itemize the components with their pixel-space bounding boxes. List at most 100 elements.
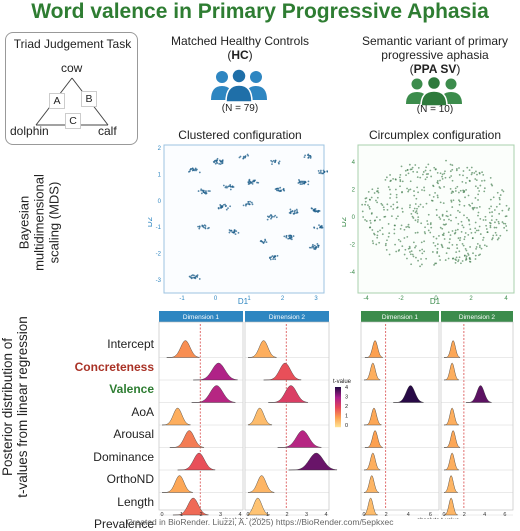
hc-mds-point [248,179,251,182]
ppa-mds-point [477,187,479,189]
ppa-mds-point [451,257,454,260]
ppa-mds-point [441,227,444,230]
ppa-mds-point [450,219,452,222]
ppa-mds-point [499,194,502,196]
ppa-mds-point [388,232,391,235]
ppa-mds-point [458,256,461,259]
ppa-mds-point [421,189,423,191]
ppa-mds-point [505,229,508,232]
ppa-mds-point [448,241,451,244]
tvalue-legend-swatch [335,392,341,394]
hc-mds-point [273,215,275,218]
hc-mds-point [228,185,230,187]
ppa-ridge-xlabel: absolute t-value [417,518,460,519]
ppa-mds-point [425,202,428,205]
ppa-mds-point [452,199,455,202]
ppa-mds-point [362,216,365,218]
ppa-mds-point [474,178,477,180]
hc-mds-point [219,163,222,166]
ppa-mds-xtick: -4 [363,296,369,302]
ppa-mds-point [438,216,441,219]
ppa-mds-point [407,190,410,193]
ppa-mds-point [470,173,473,176]
hc-group-abbr: HC [231,48,249,62]
ppa-mds-point [424,178,427,181]
ppa-mds-ticks: -4 -2 0 2 4 4 2 0 -2 -4 [350,160,509,302]
ppa-mds-point [378,241,381,244]
hc-mds-point [222,184,225,187]
hc-mds-point [229,188,232,191]
ppa-mds-point [471,237,474,239]
tvalue-legend-swatch [335,407,341,409]
ppa-mds-point [469,258,472,260]
ppa-mds-point [412,210,415,212]
ridge-density [247,475,275,493]
ppa-mds-point [478,225,481,228]
hc-mds-plot-frame [163,144,325,294]
ppa-mds-point [507,209,510,211]
ppa-mds-point [372,242,375,245]
ridge-density [277,430,322,448]
tvalue-legend-swatch [335,418,341,420]
ppa-mds-point [491,237,494,239]
tvalue-legend-swatch [335,414,341,416]
ppa-mds-point [444,176,447,179]
ppa-mds-point [415,256,417,259]
ppa-mds-point [475,247,477,250]
ppa-mds-point [446,215,449,218]
hc-mds-point [318,224,320,226]
ppa-mds-point [484,215,487,218]
ridge-panel-header [245,311,329,322]
tvalue-legend-swatch [335,409,341,411]
ppa-mds-point [408,163,411,166]
ridge-density [363,497,378,516]
tvalue-legend-tick: 3 [345,395,348,401]
hc-mds-point [221,159,224,162]
ppa-mds-point [397,249,400,252]
ppa-mds-point [495,205,498,208]
hc-mds-point [192,169,195,171]
hc-mds-point [320,226,323,229]
hc-mds-point [249,200,251,203]
ppa-mds-point [417,259,419,262]
hc-mds-point [289,237,292,240]
triad-word-right: calf [98,124,117,138]
regression-row-label: Concreteness [74,359,154,374]
ppa-mds-point [367,190,370,193]
hc-mds-point [303,181,306,183]
hc-mds-point [279,186,282,189]
hc-mds-point [288,236,291,239]
ppa-mds-point [408,226,411,229]
hc-mds-point [232,231,235,234]
ppa-mds-point [377,191,380,194]
ppa-mds-point [434,191,436,194]
tvalue-legend-swatch [335,426,341,428]
ppa-mds-point [477,229,480,232]
ppa-mds-point [455,169,458,172]
tvalue-legend-swatch [335,388,341,390]
hc-mds-point [294,209,297,212]
ppa-mds-point [454,229,457,232]
ppa-mds-point [406,187,408,190]
ppa-mds-point [489,176,492,179]
hc-mds-point [271,160,274,163]
ppa-mds-point [461,180,464,183]
hc-mds-point [285,236,288,239]
ppa-mds-point [425,257,428,260]
ppa-mds-point [386,203,389,206]
hc-mds-point [326,170,328,173]
ppa-mds-point [410,250,413,252]
ppa-mds-point [457,191,460,194]
ppa-mds-point [422,173,424,176]
hc-mds-point [307,183,310,186]
ridge-density [443,497,458,516]
hc-mds-point [319,226,321,229]
ppa-mds-point [413,207,416,210]
hc-mds-point [225,208,228,211]
tvalue-legend-title: t-value [333,379,352,385]
ppa-group-line2: progressive aphasia [381,48,489,62]
ridge-density [161,407,191,426]
ppa-mds-point [467,252,469,255]
mds-section-label-line2: multidimensional [31,174,47,271]
hc-mds-ytick: -3 [156,278,162,284]
